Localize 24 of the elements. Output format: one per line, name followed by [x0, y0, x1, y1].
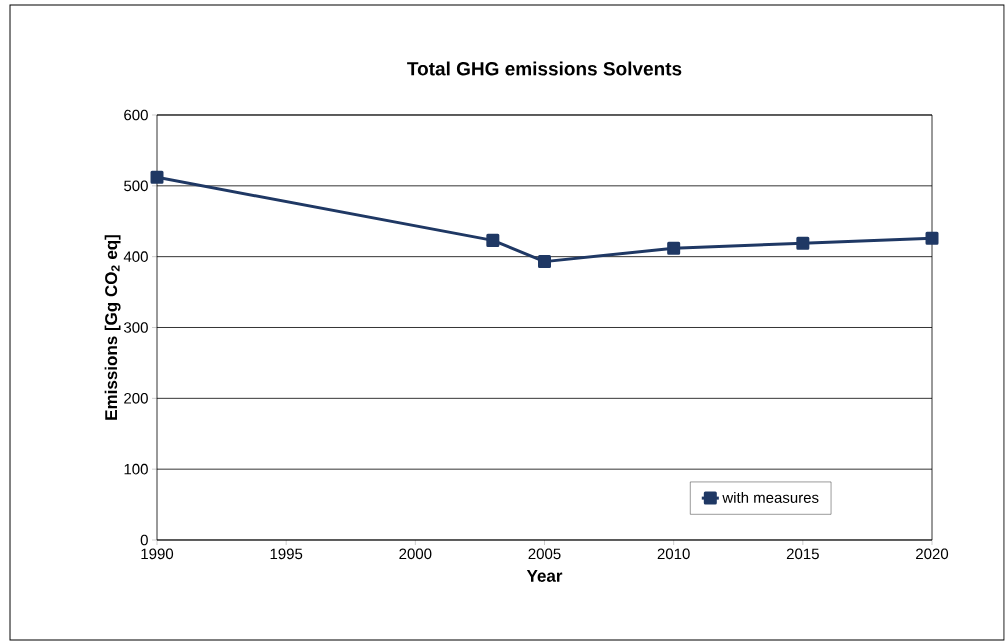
- x-axis-title: Year: [526, 570, 563, 582]
- x-tick-label: 2020: [916, 548, 949, 560]
- y-tick-label: 100: [124, 463, 148, 475]
- y-tick-label: 0: [140, 534, 148, 546]
- y-tick-label: 300: [124, 322, 148, 333]
- x-tick-label: 2015: [786, 548, 819, 560]
- y-axis-title: Emissions [Gg CO$_{2}$ eq]: [104, 235, 121, 420]
- y-tick-label: 500: [124, 180, 148, 192]
- x-tick-label: 1990: [141, 548, 174, 560]
- y-tick-label: 200: [124, 393, 148, 404]
- x-tick-label: 2005: [528, 548, 561, 560]
- point: [486, 233, 500, 247]
- x-tick-label: 2010: [657, 548, 690, 560]
- point: [150, 170, 164, 184]
- point: [667, 241, 681, 255]
- point: [796, 236, 810, 250]
- y-tick-label: 400: [123, 251, 148, 262]
- point: [925, 231, 939, 245]
- legend-label: with measures: [722, 491, 819, 503]
- chart-title: Total GHG emissions Solvents: [407, 61, 682, 76]
- point: [538, 255, 552, 269]
- y-tick-label: 600: [124, 109, 148, 121]
- x-tick-label: 1995: [270, 548, 303, 560]
- x-tick-label: 2000: [399, 548, 432, 560]
